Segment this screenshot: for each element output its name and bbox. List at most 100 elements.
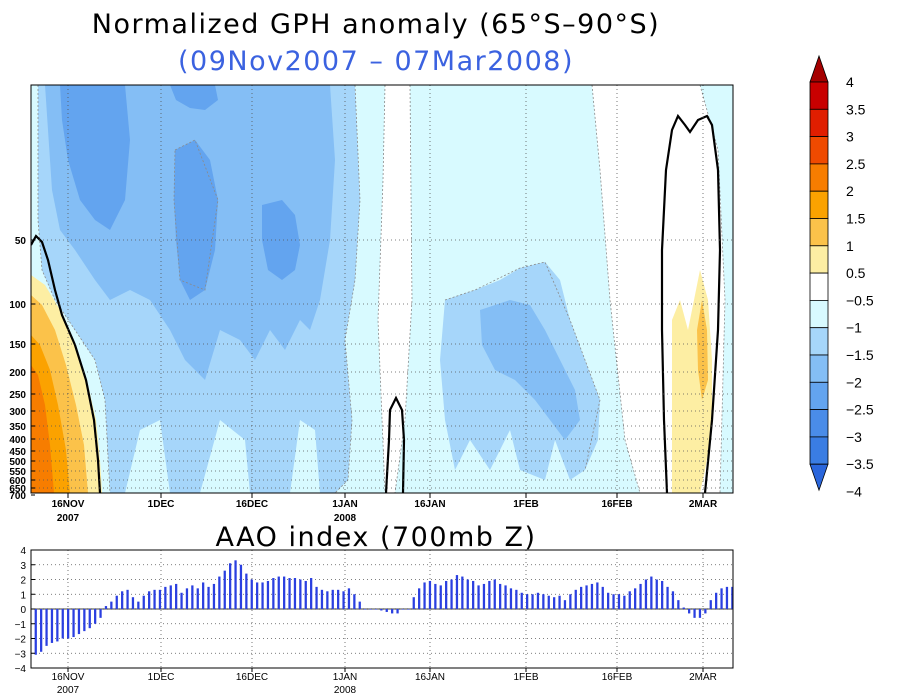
aao-bar: [180, 592, 183, 609]
aao-bar: [104, 606, 108, 609]
top-y-tick-label: 150: [9, 340, 26, 351]
region-pos1-mar: [697, 300, 708, 400]
top-y-tick-label: 400: [9, 435, 26, 446]
aao-bar: [504, 585, 507, 609]
contour-line-5: [591, 85, 641, 493]
aao-bar: [720, 588, 723, 609]
top-y-tick-label: 550: [9, 467, 26, 478]
aao-bar: [137, 601, 140, 609]
aao-bars: [34, 560, 733, 655]
aao-bar: [628, 591, 631, 609]
colorbar-label: 1: [846, 238, 854, 254]
aao-bar: [266, 580, 270, 609]
top-y-tick-label: 500: [9, 457, 26, 468]
aao-bar: [374, 609, 378, 610]
aao-bar: [590, 583, 594, 609]
aao-bar: [623, 595, 626, 609]
colorbar-label: −0.5: [846, 292, 874, 308]
aao-bar: [131, 597, 135, 609]
aao-bar: [596, 582, 599, 609]
contour-line-4: [394, 85, 413, 493]
aao-bar: [553, 597, 556, 609]
aao-bar: [148, 591, 151, 609]
colorbar-label: −1: [846, 320, 862, 336]
aao-bar: [320, 589, 324, 609]
main-subtitle: (09Nov2007 – 07Mar2008): [178, 46, 574, 77]
aao-bar: [310, 578, 313, 609]
aao-bar: [477, 585, 480, 609]
aao-bar: [709, 600, 712, 609]
aao-bar: [617, 594, 621, 609]
aao-bar: [256, 582, 259, 609]
aao-bar: [326, 591, 329, 609]
aao-plot: 4 3 2 1 0 −1 −2 −3 −4 16NOV 2007 1DEC 16DEC 1JAN 2008…: [15, 546, 734, 696]
top-x-tick-label: 16NOV: [52, 499, 85, 510]
aao-bar: [434, 583, 437, 609]
aao-y-tick-labels: 4 3 2 1 0 −1 −2 −3 −4: [15, 546, 35, 675]
contour-plot-frame: [30, 84, 734, 494]
aao-bar: [574, 589, 577, 609]
region-neg2-a: [60, 85, 130, 230]
colorbar-label: 3: [846, 129, 854, 145]
aao-bar: [72, 609, 75, 638]
aao-bar: [439, 585, 442, 609]
colorbar-swatch: [809, 108, 829, 138]
colorbar-swatch: [809, 190, 829, 219]
aao-bar: [364, 609, 367, 610]
colorbar-label: 2.5: [846, 156, 866, 172]
colorbar-top-arrow: [809, 54, 829, 83]
aao-bar: [77, 609, 81, 635]
aao-bar: [153, 589, 156, 609]
aao-bar: [688, 609, 691, 614]
aao-bar: [520, 592, 523, 609]
aao-bar: [67, 609, 70, 639]
contour-plot: 50 100 150 200 250 300 350 40045050055060065070…: [9, 84, 734, 524]
top-x-tick-label: 16FEB: [601, 499, 632, 510]
aao-y-tick-label: 0: [20, 605, 26, 616]
aao-bar: [34, 609, 37, 655]
aao-bar: [358, 601, 361, 609]
aao-bar: [536, 592, 540, 609]
aao-bar: [677, 600, 680, 609]
colorbar-swatch: [809, 381, 829, 410]
region-pos2-nov: [31, 365, 54, 493]
colorbar-swatch: [809, 354, 829, 383]
aao-x-tick-label: 16NOV: [52, 672, 85, 683]
aao-bar: [239, 564, 243, 609]
aao-x-tick-label: 1DEC: [148, 672, 175, 683]
aao-bar: [650, 576, 653, 609]
aao-grid: [31, 550, 733, 668]
aao-bar: [99, 609, 102, 618]
aao-bar: [450, 579, 453, 609]
aao-bar: [531, 594, 534, 609]
aao-bar: [40, 609, 43, 652]
aao-bar: [418, 588, 421, 609]
aao-y-tick-label: 1: [20, 590, 26, 601]
aao-bar: [88, 609, 91, 629]
aao-bar: [245, 573, 248, 609]
aao-bar: [115, 595, 118, 609]
aao-x-tick-labels: 16NOV 2007 1DEC 16DEC 1JAN 2008 16JAN 1FEB 16FEB…: [52, 668, 717, 696]
colorbar-label: 0.5: [846, 265, 866, 281]
colorbar-label: 1.5: [846, 211, 866, 227]
aao-bar: [212, 583, 216, 609]
aao-bar: [715, 592, 718, 609]
aao-bar: [223, 570, 226, 609]
top-x-tick-label: 16JAN: [414, 499, 445, 510]
top-y-tick-label: 250: [9, 390, 26, 401]
top-y-tick-label: 700: [9, 491, 26, 502]
aao-bar: [661, 580, 664, 609]
aao-bar: [175, 583, 178, 609]
aao-bar: [288, 578, 291, 609]
aao-bar: [164, 586, 167, 609]
zero-contour-jan: [384, 395, 406, 493]
aao-bar: [369, 609, 372, 610]
aao-bar: [391, 609, 394, 614]
aao-bar: [542, 594, 545, 609]
region-neg2-b: [174, 140, 218, 300]
aao-y-tick-label: −3: [15, 649, 27, 660]
aao-bar: [229, 563, 232, 609]
contour-line-3: [377, 85, 386, 493]
colorbar-label: 3.5: [846, 101, 866, 117]
aao-bar: [169, 585, 172, 609]
